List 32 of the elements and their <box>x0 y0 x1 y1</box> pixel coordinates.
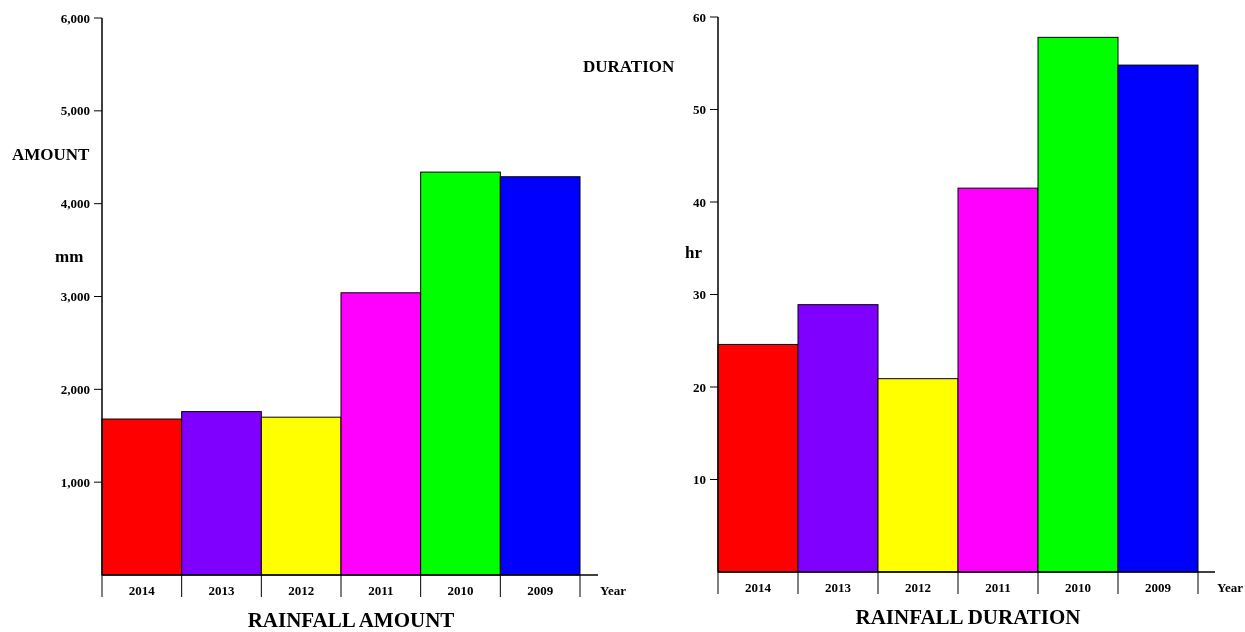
y-tick-label: 30 <box>693 287 706 303</box>
x-tick-label: 2014 <box>745 580 772 595</box>
x-tick-label: 2009 <box>527 583 554 598</box>
y-tick-label: 60 <box>693 9 706 25</box>
x-tick-label: 2012 <box>905 580 931 595</box>
x-tick-label: 2014 <box>128 583 156 598</box>
text: RAINFALL AMOUNT <box>247 608 455 632</box>
x-tick-label: 2010 <box>447 583 474 598</box>
x-tick-label: 2012 <box>288 583 315 598</box>
x-axis-title: Year <box>1217 580 1244 595</box>
text: mm <box>55 247 84 266</box>
y-tick-label: 5,000 <box>60 103 90 119</box>
x-tick-label: 2009 <box>1145 580 1172 595</box>
y-tick-label: 40 <box>693 194 706 210</box>
y-tick-label: 1,000 <box>60 474 90 490</box>
text: hr <box>685 243 703 262</box>
x-tick-label: 2010 <box>1065 580 1091 595</box>
y-tick-label: 50 <box>693 102 706 118</box>
y-axis-title: DURATION <box>583 57 676 76</box>
y-tick-label: 2,000 <box>60 381 90 397</box>
y-axis-title: AMOUNT <box>12 145 91 164</box>
text: RAINFALL DURATION <box>855 605 1081 629</box>
x-tick-label: 2013 <box>825 580 852 595</box>
x-tick-label: 2011 <box>368 583 394 598</box>
y-tick-label: 10 <box>693 472 706 488</box>
y-tick-label: 6,000 <box>60 10 90 26</box>
y-tick-label: 3,000 <box>60 289 90 305</box>
x-tick-label: 2013 <box>208 583 235 598</box>
x-tick-label: 2011 <box>985 580 1011 595</box>
y-tick-label: 4,000 <box>60 196 90 212</box>
x-axis-title: Year <box>600 583 627 598</box>
y-tick-label: 20 <box>693 379 706 395</box>
